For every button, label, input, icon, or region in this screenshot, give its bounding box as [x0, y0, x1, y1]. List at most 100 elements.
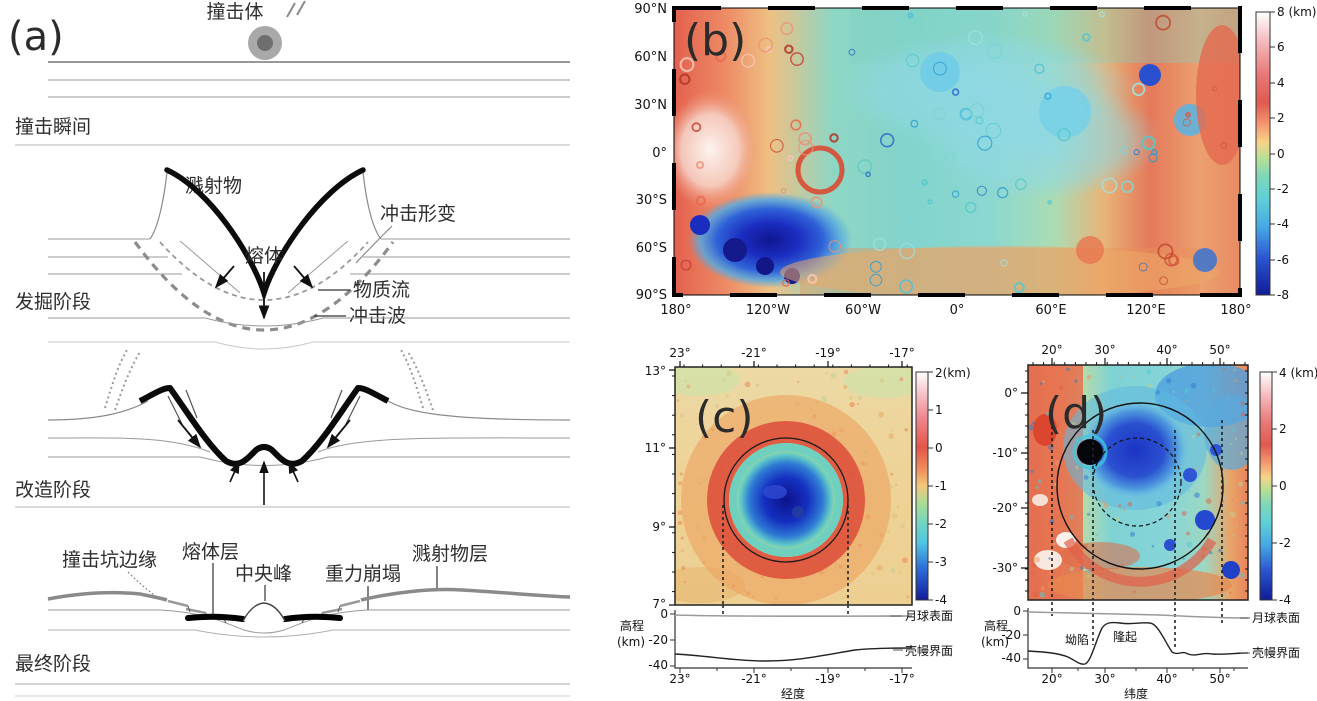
lon-tick-label: 180° — [1220, 303, 1251, 318]
ytick: 0 — [1013, 604, 1021, 618]
profile-ticks — [670, 613, 903, 673]
gravity-collapse-label: 重力崩塌 — [325, 563, 401, 585]
deep-bulge-line — [48, 341, 570, 350]
guide-dash-extension — [1051, 602, 1223, 650]
map-frame — [672, 6, 1242, 297]
minor-ticks-d — [672, 362, 1248, 593]
motion-streaks-icon — [286, 0, 306, 18]
colorbar-ticks — [1272, 371, 1277, 601]
crater-rim-circle — [723, 437, 849, 563]
collapse-arrow-right — [326, 419, 351, 449]
melt-sheet-right — [282, 613, 343, 622]
cb-tick: 2(km) — [935, 366, 971, 380]
panel-c-lat-axis: 13° 11° 9° 7° — [645, 364, 666, 611]
panel-c-colorbar: 2(km) 1 0 -1 -2 -3 -4 — [915, 366, 971, 607]
cb-tick: 0 — [1277, 147, 1285, 161]
lat-tick: -10° — [992, 446, 1018, 460]
colorbar-gradient — [915, 371, 929, 601]
cb-tick: 4 — [1277, 76, 1285, 90]
right-ejecta-blanket — [360, 587, 571, 602]
stage2-label: 发掘阶段 — [15, 291, 91, 313]
rim-fracture-ticks — [167, 389, 361, 425]
lon-tick-label: 0° — [950, 303, 965, 318]
panel-c-profile: 高程 (km) 0 -20 -40 23° -21° -19° -17° 经度 … — [617, 605, 953, 701]
lon-tick-label: 180° — [660, 303, 691, 318]
lat-tick-label: 90°N — [634, 2, 667, 17]
panel-d-basin-topography: (d) 20° 30° 40° 50° 0° -10° -20° -30° 4 … — [672, 343, 1317, 701]
xtick: 30° — [1094, 672, 1115, 686]
panel-b-lon-axis: 180° 120°W 60°W 0° 60°E 120°E 180° — [660, 303, 1251, 318]
cb-tick: 1 — [935, 403, 943, 417]
elev-ylabel-2: (km) — [617, 635, 645, 649]
sublayer-line-2 — [48, 629, 570, 638]
lon-tick: -21° — [741, 346, 767, 360]
lon-tick-label: 60°W — [845, 303, 881, 318]
surface-lines — [47, 400, 571, 421]
colorbar-gradient — [1259, 371, 1273, 601]
elev-ylabel-1: 高程 — [620, 618, 644, 633]
lon-tick-label: 60°E — [1035, 303, 1066, 318]
major-ticks-d — [1021, 358, 1221, 569]
streamlines — [179, 240, 349, 294]
panel-b-lat-axis: 90°N 60°N 30°N 0° 30°S 60°S 90°S — [634, 2, 667, 303]
surface-label: 月球表面 — [1252, 611, 1300, 625]
melt-sheet-left — [185, 613, 246, 622]
basin-inner-ring-dashed — [1092, 437, 1182, 527]
xtick: -19° — [815, 672, 841, 686]
cb-tick: -4 — [1279, 593, 1291, 607]
flow-arrow-left — [214, 265, 235, 289]
basin-map-raster — [1028, 365, 1248, 600]
cb-tick: -4 — [1277, 217, 1289, 231]
panel-d-lon-axis: 20° 30° 40° 50° — [1041, 343, 1230, 357]
major-ticks-c — [669, 361, 903, 606]
cb-tick: -2 — [1279, 536, 1291, 550]
lon-tick: 40° — [1156, 343, 1177, 357]
right-dust-plume — [399, 347, 434, 411]
cb-tick: -2 — [1277, 182, 1289, 196]
ytick: -40 — [1001, 651, 1021, 665]
impactor-label: 撞击体 — [206, 1, 263, 23]
panel-a-label: (a) — [8, 14, 64, 60]
cb-tick: 4 (km) — [1279, 366, 1317, 380]
panel-c-crater-topography: (c) 23° -21° -19° -17° 13° 11° 9° 7° 2(k… — [617, 346, 971, 701]
right-layer-lines — [350, 238, 570, 275]
profile-axes — [674, 610, 912, 669]
impactor-core-icon — [257, 35, 273, 51]
lat-tick: -30° — [992, 561, 1018, 575]
crater-rim-leader — [127, 571, 161, 600]
stage-excavation: 溅射物 冲击形变 熔体 物质流 冲击波 发掘阶段 — [15, 167, 570, 350]
lat-tick-label: 30°N — [634, 98, 667, 113]
map-frame-d — [1027, 364, 1249, 601]
stage4-label: 最终阶段 — [15, 653, 91, 675]
xtick: 20° — [1041, 672, 1062, 686]
panel-a-impact-process-diagram: (a) 撞击体 撞击瞬间 溅射物 冲击形变 熔体 物质流 冲击波 发掘阶段 — [8, 0, 571, 697]
cb-tick: -6 — [1277, 253, 1289, 267]
stage-moment-of-impact: 撞击体 撞击瞬间 — [15, 0, 570, 146]
lat-tick: -20° — [992, 501, 1018, 515]
basin-rim-circle — [1056, 402, 1224, 570]
cb-tick: -4 — [935, 593, 947, 607]
lat-tick-label: 90°S — [636, 288, 667, 303]
outer-shock-front — [133, 241, 395, 332]
crater-profile-thick — [138, 385, 390, 467]
inner-shock-front — [159, 241, 369, 301]
panel-d-colorbar: 4 (km) 2 0 -2 -4 — [1259, 366, 1317, 607]
panel-d-lat-axis: 0° -10° -20° -30° — [992, 386, 1018, 575]
colorbar-ticks — [1270, 11, 1275, 296]
uplift-arrow-1 — [229, 460, 240, 483]
cb-tick: 8 (km) — [1277, 5, 1316, 19]
panel-d-profile: 坳陷 隆起 高程 (km) 0 -20 -40 20° 30° 40° 50° … — [981, 602, 1300, 701]
lat-tick-label: 0° — [652, 146, 667, 161]
surface-label: 月球表面 — [905, 609, 953, 623]
cb-tick: 0 — [1279, 479, 1287, 493]
lon-tick-label: 120°E — [1126, 303, 1166, 318]
lat-tick-label: 60°S — [636, 241, 667, 256]
uplift-arrow-3 — [288, 460, 299, 483]
crater-speckles — [678, 11, 1228, 294]
lat-tick: 13° — [645, 364, 666, 378]
xlabel-longitude: 经度 — [781, 686, 805, 701]
flow-arrow-right — [293, 265, 314, 289]
left-ejecta-blanket — [47, 590, 168, 602]
cb-tick: 0 — [935, 441, 943, 455]
